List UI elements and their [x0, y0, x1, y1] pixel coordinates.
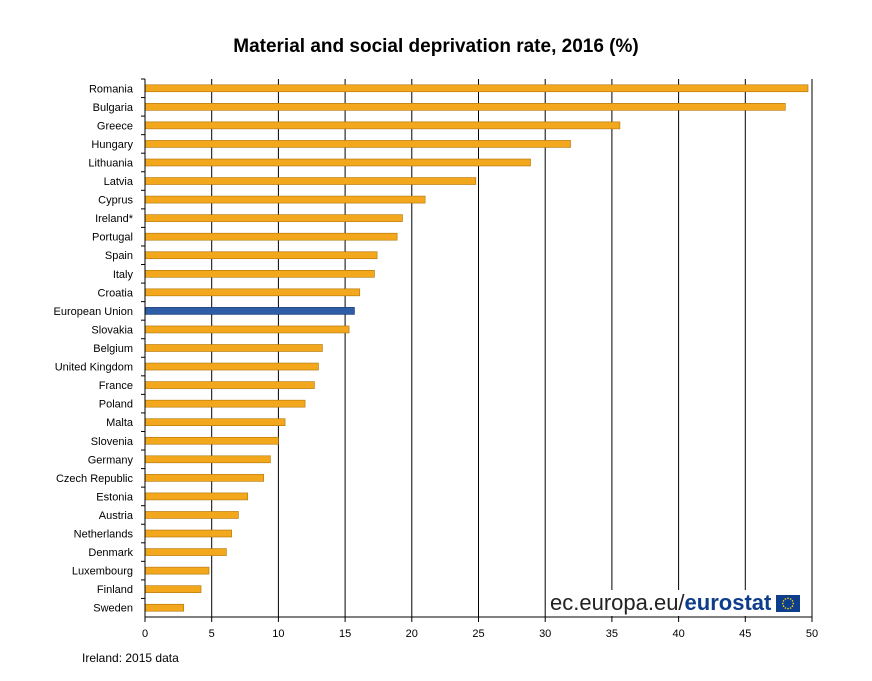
- bar: [144, 232, 398, 241]
- category-label: European Union: [53, 306, 133, 318]
- category-label: France: [99, 380, 133, 392]
- x-tick-label: 45: [739, 628, 751, 640]
- bar-highlight: [144, 307, 355, 315]
- bar: [144, 195, 426, 204]
- category-label: Portugal: [92, 232, 133, 244]
- flag-star: [782, 602, 784, 604]
- bar: [144, 436, 279, 445]
- bar: [144, 177, 477, 185]
- flag-star: [787, 607, 790, 609]
- x-tick-label: 0: [142, 628, 148, 640]
- category-label: United Kingdom: [55, 362, 133, 374]
- flag-star: [790, 597, 792, 600]
- tick-labels: 0 5 10 15 20 25 30 35 40 45 50: [142, 628, 818, 640]
- bar: [144, 269, 375, 278]
- bar: [144, 511, 239, 519]
- chart-title: Material and social deprivation rate, 20…: [233, 36, 639, 57]
- bar: [144, 214, 403, 222]
- category-label: Spain: [105, 250, 133, 262]
- bar: [144, 251, 378, 260]
- category-label: Denmark: [88, 547, 133, 559]
- category-label: Lithuania: [88, 157, 134, 169]
- category-label: Czech Republic: [56, 473, 134, 485]
- x-tick-label: 20: [406, 628, 418, 640]
- bar: [144, 381, 315, 389]
- category-label: Romania: [89, 83, 134, 95]
- bar: [144, 548, 227, 556]
- category-labels: Romania Bulgaria Greece Hungary Lithuania Lat…: [53, 83, 133, 614]
- bar: [144, 566, 210, 575]
- bar: [144, 140, 571, 148]
- x-tick-label: 50: [806, 628, 818, 640]
- bar: [144, 474, 265, 482]
- category-label: Italy: [113, 269, 134, 281]
- bar: [144, 455, 271, 464]
- category-label: Greece: [97, 120, 133, 132]
- flag-star: [792, 602, 795, 604]
- bar: [144, 418, 286, 427]
- bar: [144, 603, 184, 612]
- logo-text-eurostat: eurostat: [684, 590, 772, 615]
- eurostat-logo: ec.europa.eu/eurostat: [546, 590, 805, 616]
- category-label: Austria: [99, 510, 134, 522]
- category-label: Estonia: [96, 491, 134, 503]
- bar: [144, 158, 531, 167]
- bar: [144, 288, 361, 297]
- flag-star: [792, 604, 794, 607]
- category-label: Malta: [106, 417, 134, 429]
- bar: [144, 325, 350, 334]
- x-tick-label: 30: [539, 628, 551, 640]
- logo-text-domain: ec.europa.eu/: [550, 590, 685, 615]
- category-label: Slovenia: [91, 436, 134, 448]
- bar: [144, 121, 621, 130]
- category-label: Poland: [99, 399, 133, 411]
- flag-star: [784, 606, 787, 609]
- category-label: Finland: [97, 584, 133, 596]
- category-label: Slovakia: [91, 324, 133, 336]
- x-tick-label: 15: [339, 628, 351, 640]
- category-label: Germany: [88, 454, 134, 466]
- bar: [144, 103, 786, 111]
- bar: [144, 399, 306, 408]
- axes: [141, 78, 813, 622]
- flag-background: [776, 594, 801, 612]
- flag-star: [783, 604, 785, 607]
- category-label: Netherlands: [74, 529, 134, 541]
- category-label: Cyprus: [98, 195, 133, 207]
- category-label: Hungary: [91, 139, 133, 151]
- footnote: Ireland: 2015 data: [82, 651, 179, 665]
- x-tick-label: 35: [606, 628, 618, 640]
- x-tick-label: 10: [272, 628, 284, 640]
- category-label: Luxembourg: [72, 566, 133, 578]
- flag-star: [790, 606, 792, 609]
- bar: [144, 84, 809, 93]
- bar: [144, 585, 202, 593]
- category-label: Latvia: [104, 176, 134, 188]
- category-label: Sweden: [93, 603, 133, 615]
- flag-star: [784, 597, 787, 600]
- category-label: Bulgaria: [93, 102, 134, 114]
- bar: [144, 529, 233, 538]
- eu-flag-icon: [776, 594, 801, 612]
- bar: [144, 362, 319, 371]
- flag-star: [787, 597, 790, 599]
- x-tick-label: 25: [472, 628, 484, 640]
- category-label: Belgium: [93, 343, 133, 355]
- category-label: Ireland*: [95, 213, 134, 225]
- flag-star: [783, 599, 785, 602]
- bars: [144, 84, 809, 612]
- flag-star: [792, 599, 794, 602]
- x-tick-label: 5: [209, 628, 215, 640]
- bar: [144, 492, 249, 501]
- x-tick-label: 40: [672, 628, 684, 640]
- bar: [144, 344, 323, 352]
- category-label: Croatia: [98, 287, 134, 299]
